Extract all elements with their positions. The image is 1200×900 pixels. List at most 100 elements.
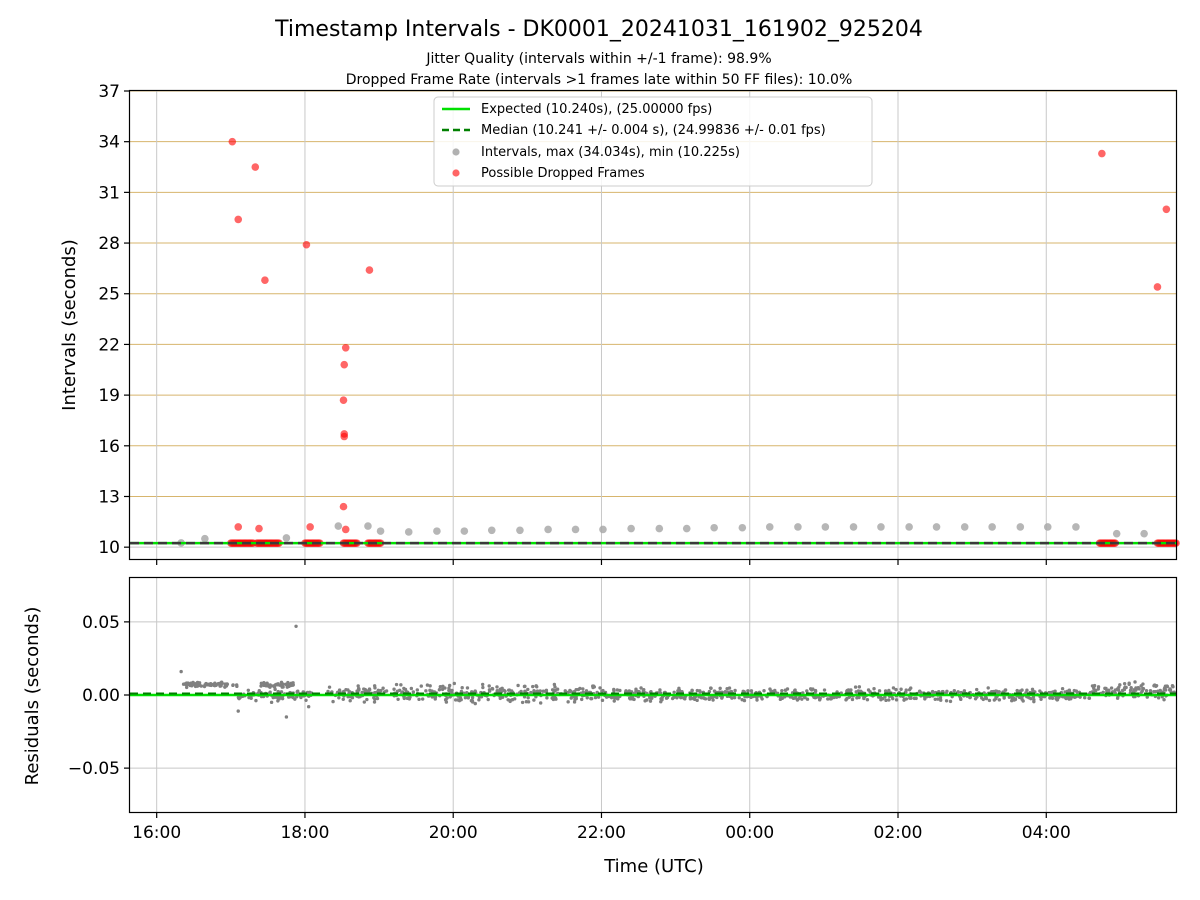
residual-point: [507, 688, 512, 692]
dropped-frame-point: [306, 523, 314, 531]
residual-point: [600, 698, 605, 703]
residual-point: [202, 684, 207, 689]
residual-point: [791, 696, 796, 701]
residual-point: [832, 695, 836, 700]
dropped-frame-point: [228, 137, 237, 146]
residual-point: [1162, 698, 1166, 702]
residual-point: [276, 683, 281, 687]
residual-point: [1156, 689, 1160, 694]
residual-point: [1128, 688, 1133, 693]
residual-point: [996, 690, 1001, 695]
residual-point: [690, 688, 694, 693]
residual-point: [551, 697, 556, 702]
residual-point: [523, 689, 527, 694]
residual-point: [481, 685, 485, 690]
intervals-y-tick-label: 13: [98, 487, 120, 507]
residual-point: [259, 684, 263, 688]
residual-point: [698, 689, 702, 693]
residual-point: [1096, 687, 1100, 691]
residual-point: [857, 685, 862, 689]
residual-point: [1039, 697, 1043, 702]
residual-point: [612, 699, 616, 703]
residual-point: [1074, 689, 1079, 693]
residual-point: [415, 688, 420, 692]
residual-point: [545, 696, 549, 700]
legend: Expected (10.240s), (25.00000 fps) Media…: [433, 96, 873, 187]
residual-point: [866, 688, 871, 692]
residual-point: [581, 687, 585, 691]
dropped-frame-point: [261, 276, 269, 285]
residual-point: [487, 688, 492, 692]
dropped-frame-point: [251, 163, 260, 171]
residual-point: [1129, 686, 1133, 690]
residual-point: [397, 688, 402, 693]
residual-point: [184, 685, 189, 690]
interval-point: [932, 523, 941, 531]
residual-point: [689, 695, 693, 700]
residual-point: [276, 699, 280, 703]
residual-point: [783, 688, 788, 692]
residual-point: [293, 697, 297, 701]
residual-point: [396, 697, 400, 701]
residual-point: [532, 698, 536, 702]
intervals-y-ticks: 10 13 16 19 22 25 28 31 34 37: [98, 82, 130, 558]
residual-point: [746, 689, 750, 693]
residual-point: [237, 696, 241, 701]
residual-point: [498, 696, 502, 701]
residual-point: [1024, 691, 1028, 695]
residual-point: [394, 682, 399, 687]
residual-point: [755, 695, 759, 699]
residual-point: [1002, 696, 1006, 700]
interval-point: [710, 523, 718, 532]
interval-point: [376, 527, 385, 535]
residual-point: [589, 696, 593, 701]
residual-point: [1152, 689, 1156, 694]
residual-point: [805, 689, 809, 693]
residual-point: [402, 686, 406, 691]
interval-point: [201, 534, 209, 543]
residual-point: [538, 689, 542, 693]
residual-point: [326, 689, 330, 694]
residual-point: [627, 689, 632, 693]
intervals-x-ticks: [156, 559, 1047, 565]
residual-point: [411, 690, 416, 694]
residual-point: [207, 683, 212, 687]
residual-point: [755, 698, 759, 702]
residual-point: [795, 698, 800, 702]
residual-point: [477, 698, 481, 702]
intervals-y-tick-label: 22: [98, 335, 120, 355]
x-tick-label: 20:00: [429, 823, 478, 843]
residual-point: [952, 688, 957, 693]
residual-point: [891, 686, 896, 690]
residual-point: [1069, 696, 1073, 701]
legend-median-label: Median (10.241 +/- 0.004 s), (24.99836 +…: [481, 123, 826, 138]
residual-point: [249, 696, 253, 700]
residual-point: [679, 695, 683, 700]
residual-point: [1018, 695, 1023, 699]
residual-point: [749, 689, 754, 693]
interval-point: [1072, 523, 1080, 531]
residual-point: [695, 698, 699, 703]
interval-point: [821, 523, 830, 531]
dropped-frame-point: [1098, 149, 1106, 158]
residual-point: [907, 688, 912, 692]
dropped-frame-point: [341, 344, 350, 352]
residual-point: [962, 689, 967, 693]
residual-point: [834, 695, 839, 699]
residual-point: [331, 699, 335, 704]
residual-point: [1060, 686, 1065, 691]
intervals-y-tick-label: 25: [98, 285, 120, 305]
residual-point: [273, 687, 277, 692]
residual-point: [376, 688, 381, 693]
residual-point: [1127, 682, 1131, 687]
residual-point: [295, 690, 299, 694]
residual-point: [443, 698, 448, 702]
residual-point: [402, 696, 406, 701]
residual-point: [600, 689, 604, 693]
residual-point: [503, 689, 507, 693]
legend-dropped-swatch: [452, 169, 460, 177]
residual-point: [933, 697, 937, 701]
residual-outlier-point: [236, 709, 240, 713]
residual-point: [460, 686, 464, 690]
legend-intervals-swatch: [452, 148, 460, 156]
